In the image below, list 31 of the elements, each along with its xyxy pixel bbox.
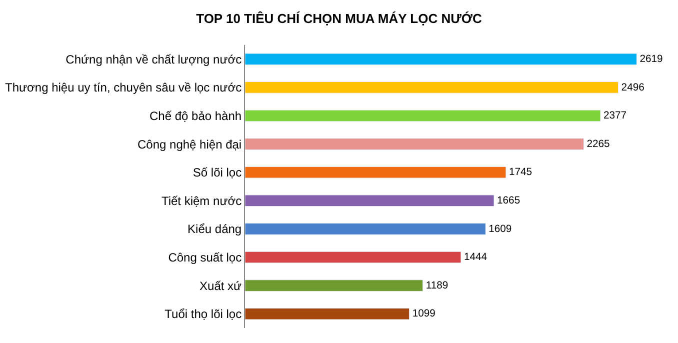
data-label: 1099	[412, 308, 436, 320]
data-label: 2619	[640, 54, 663, 65]
bar	[245, 308, 410, 320]
y-tick-label: Công suất lọc	[168, 250, 242, 264]
bar	[245, 166, 506, 178]
bar	[245, 138, 584, 150]
data-label: 2496	[621, 82, 645, 94]
bar	[245, 251, 462, 264]
y-tick-label: Tuổi thọ lõi lọc	[164, 307, 242, 322]
data-label: 1665	[497, 195, 520, 206]
bar	[245, 194, 494, 207]
bar	[245, 280, 424, 292]
y-tick-label: Tiết kiệm nước	[161, 194, 242, 208]
y-tick-label: Số lõi lọc	[192, 166, 242, 180]
y-tick-label: Công nghệ hiện đại	[138, 137, 242, 152]
y-tick-label: Thương hiệu uy tín, chuyên sâu về lọc nước	[4, 80, 242, 95]
data-label: 2265	[586, 138, 610, 150]
y-tick-label: Xuất xứ	[200, 278, 242, 293]
y-tick-label: Kiểu dáng	[188, 222, 242, 236]
bar	[245, 53, 637, 66]
data-label: 1609	[488, 224, 512, 235]
bar	[245, 110, 601, 122]
data-label: 1444	[464, 252, 488, 264]
data-label: 1189	[426, 280, 448, 292]
bar	[245, 82, 619, 94]
y-tick-label: Chế độ bảo hành	[150, 108, 242, 123]
chart-title: TOP 10 TIÊU CHÍ CHỌN MUA MÁY LỌC NƯỚC	[196, 10, 482, 26]
bar	[245, 223, 486, 235]
data-label: 2377	[604, 110, 627, 122]
data-label: 1745	[508, 167, 532, 178]
y-tick-label: Chứng nhận về chất lượng nước	[66, 52, 242, 66]
